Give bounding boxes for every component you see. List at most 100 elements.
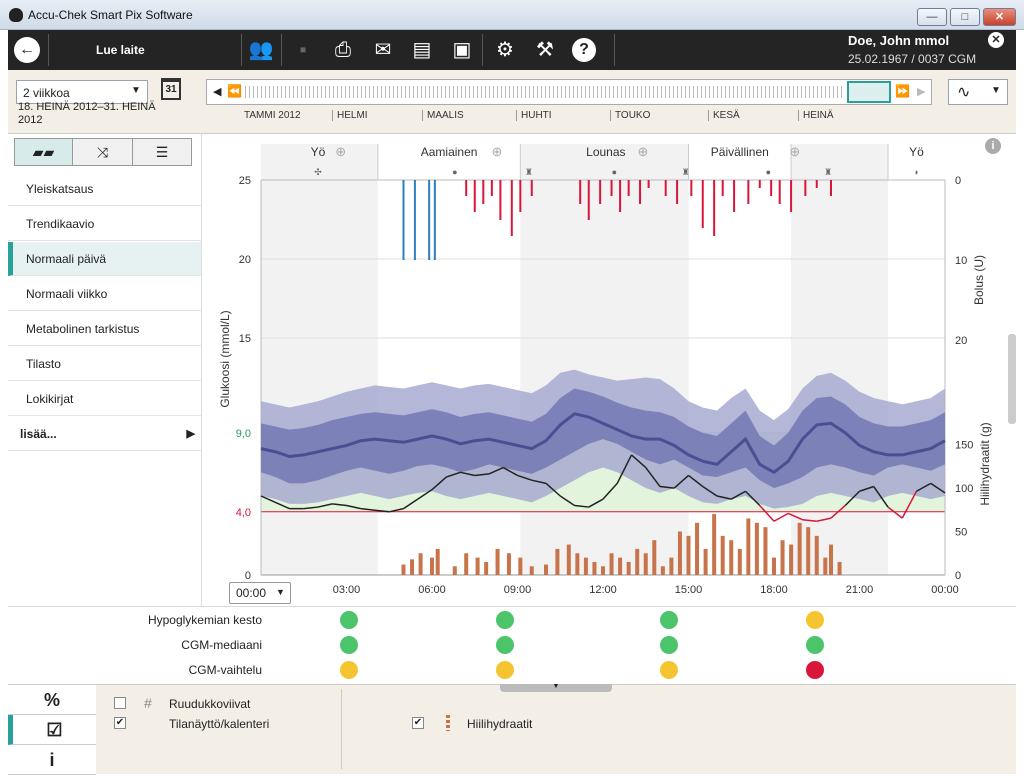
- cgm-trace-segment: [730, 490, 746, 500]
- table-view-icon[interactable]: ☰: [155, 144, 169, 160]
- timeline-scroller[interactable]: ◀ ⏪ ⏩ ▶: [206, 79, 932, 105]
- carb-bar: [635, 548, 640, 575]
- rewind-icon[interactable]: ⏪: [227, 84, 242, 98]
- close-circle-icon[interactable]: ✕: [988, 32, 1004, 48]
- fast-forward-icon[interactable]: ⏩: [895, 84, 910, 98]
- status-calendar-checkbox[interactable]: ✔: [114, 717, 126, 729]
- patients-icon[interactable]: 👥: [248, 39, 274, 61]
- cgm-trace-segment: [901, 490, 918, 519]
- indicator-dot[interactable]: [340, 661, 358, 679]
- carb-bar: [660, 566, 665, 575]
- carb-bar: [823, 557, 828, 575]
- indicator-dot[interactable]: [660, 611, 678, 629]
- side-panel-handle[interactable]: [1008, 334, 1016, 424]
- tab-info[interactable]: i: [8, 745, 96, 775]
- carb-bar: [643, 553, 648, 575]
- chart-view-icon[interactable]: ▰▰: [15, 139, 73, 165]
- sidebar-item-label: Lokikirjat: [26, 392, 74, 406]
- pdf-icon[interactable]: ▤: [412, 39, 432, 61]
- sidebar-item-yleiskatsaus[interactable]: Yleiskatsaus: [8, 172, 201, 206]
- read-device-button[interactable]: Lue laite: [96, 43, 145, 57]
- close-window-button[interactable]: ✕: [983, 8, 1016, 26]
- cgm-trace-segment: [303, 506, 319, 510]
- indicator-dot[interactable]: [496, 661, 514, 679]
- cgm-trace-segment: [360, 507, 376, 511]
- print-icon[interactable]: ⎙: [335, 39, 351, 61]
- timeline-month-label: MAALIS: [422, 110, 464, 121]
- sidebar-item-label: Normaali päivä: [26, 252, 107, 266]
- indicator-dot[interactable]: [496, 611, 514, 629]
- gridlines-checkbox[interactable]: [114, 697, 126, 709]
- sidebar-item-tilasto[interactable]: Tilasto: [8, 347, 201, 381]
- status-calendar-label: Tilanäyttö/kalenteri: [169, 717, 270, 731]
- carb-tick-label: 150: [955, 440, 973, 452]
- scroll-left-icon[interactable]: ◀: [213, 86, 222, 98]
- carb-axis-label: Hiilihydraatit (g): [978, 422, 992, 505]
- indicator-dot[interactable]: [496, 636, 514, 654]
- meal-marker-icon: ●: [766, 167, 771, 177]
- cgm-trace-segment: [887, 506, 903, 519]
- start-time-select[interactable]: 00:00 ▼: [229, 582, 291, 604]
- maximize-button[interactable]: □: [950, 8, 980, 26]
- timeline-month-label: HEINÄ: [798, 110, 834, 121]
- pdf-export-icon[interactable]: ▣: [452, 39, 472, 61]
- indicator-dot[interactable]: [660, 661, 678, 679]
- save-icon[interactable]: ▪: [299, 39, 307, 61]
- sidebar-item-normaali-viikko[interactable]: Normaali viikko: [8, 277, 201, 311]
- view-mode-select[interactable]: ∿ ▼: [948, 79, 1008, 105]
- back-arrow-icon[interactable]: ←: [14, 37, 40, 63]
- calendar-icon[interactable]: 31: [161, 78, 181, 100]
- carbs-checkbox[interactable]: ✔: [412, 717, 424, 729]
- bolus-tick-label: 10: [955, 255, 967, 267]
- date-navigation: 2 viikkoa ▼ 31 18. HEINÄ 2012–31. HEINÄ …: [8, 70, 1016, 134]
- indicator-dot[interactable]: [806, 611, 824, 629]
- indicator-label: Hypoglykemian kesto: [147, 613, 262, 627]
- cgm-trace-segment: [759, 504, 775, 522]
- carb-bar: [575, 553, 580, 575]
- collapse-panel-handle[interactable]: ▼: [500, 683, 612, 692]
- info-icon[interactable]: i: [985, 138, 1001, 154]
- carb-bar: [506, 553, 511, 575]
- minimize-button[interactable]: —: [917, 8, 947, 26]
- carb-bar: [529, 566, 534, 575]
- period-select[interactable]: 2 viikkoa ▼: [16, 80, 148, 104]
- median-line: [260, 412, 946, 475]
- indicator-dot[interactable]: [340, 636, 358, 654]
- view-toggle-group: ▰▰ ⤨ ☰: [14, 138, 192, 166]
- cgm-trace-segment: [502, 466, 518, 477]
- carb-bar: [430, 557, 434, 575]
- sidebar-item-normaali-päivä[interactable]: Normaali päivä: [8, 242, 201, 276]
- cgm-trace-segment: [545, 482, 561, 497]
- sidebar-item-more[interactable]: lisää... ▶: [8, 417, 201, 451]
- indicator-dot[interactable]: [340, 611, 358, 629]
- carb-bar: [618, 557, 623, 575]
- cgm-trace-segment: [417, 489, 433, 500]
- indicator-dot[interactable]: [806, 636, 824, 654]
- help-icon[interactable]: ?: [572, 38, 596, 62]
- device-settings-icon[interactable]: ⚒: [536, 39, 554, 61]
- carb-bar: [806, 527, 811, 575]
- carb-bar: [814, 535, 819, 575]
- compare-view-icon[interactable]: ⤨: [73, 139, 133, 165]
- bolus-tick-label: 0: [955, 175, 961, 187]
- carb-bar: [686, 535, 691, 575]
- email-icon[interactable]: ✉: [374, 39, 392, 61]
- tab-percent[interactable]: %: [8, 685, 96, 715]
- timeline-month-label: HUHTI: [516, 110, 552, 121]
- cgm-trace-segment: [673, 474, 689, 489]
- cgm-trace-segment: [631, 454, 647, 469]
- sidebar-item-label: Normaali viikko: [26, 287, 108, 301]
- meal-marker-icon: ♜: [824, 167, 832, 177]
- sidebar-item-trendikaavio[interactable]: Trendikaavio: [8, 207, 201, 241]
- sidebar-item-metabolinen-tarkistus[interactable]: Metabolinen tarkistus: [8, 312, 201, 346]
- indicator-dot[interactable]: [806, 661, 824, 679]
- indicator-dot[interactable]: [660, 636, 678, 654]
- timeline-window-handle[interactable]: [847, 81, 891, 103]
- carb-bar: [763, 527, 768, 575]
- tab-checkbox-options[interactable]: ☑: [8, 715, 96, 745]
- sidebar-item-lokikirjat[interactable]: Lokikirjat: [8, 382, 201, 416]
- carb-bar: [410, 559, 415, 575]
- scroll-right-icon[interactable]: ▶: [917, 86, 926, 98]
- meal-marker-icon: ✣: [314, 167, 322, 177]
- settings-gear-icon[interactable]: ⚙: [496, 39, 514, 61]
